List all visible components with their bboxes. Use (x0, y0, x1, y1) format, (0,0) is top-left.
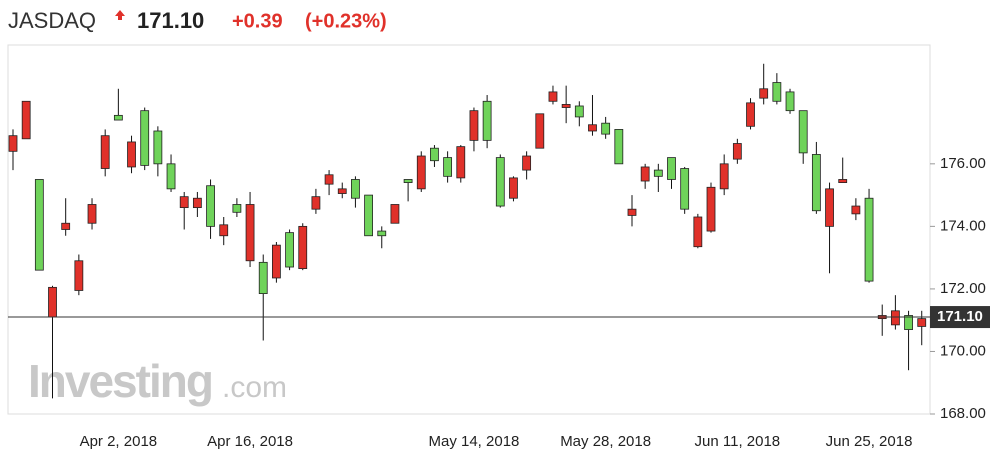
candle-body (588, 124, 597, 132)
candle-body (390, 204, 400, 224)
candle-body (258, 261, 268, 295)
candle-body (285, 232, 294, 268)
watermark: .com (222, 371, 287, 404)
candle-body (680, 168, 690, 210)
candle-body (469, 110, 479, 141)
x-tick-label: Apr 16, 2018 (207, 433, 293, 450)
candle-body (456, 146, 466, 179)
current-price-label: 171.10 (937, 308, 983, 325)
candle-body (337, 188, 347, 194)
candle-body (548, 91, 558, 102)
candle-body (522, 155, 532, 171)
candle-body (864, 197, 874, 282)
x-tick-label: Apr 2, 2018 (80, 433, 158, 450)
candle-body (509, 177, 518, 199)
candle-body (561, 104, 571, 108)
candle-body (693, 216, 703, 248)
candle-body (772, 82, 782, 102)
watermark: Investing (28, 355, 212, 407)
candle-body (100, 135, 110, 169)
y-tick-label: 174.00 (940, 217, 986, 234)
y-tick-label: 170.00 (940, 342, 986, 359)
candle-body (838, 179, 848, 183)
x-tick-label: May 28, 2018 (560, 433, 651, 450)
y-tick-label: 168.00 (940, 405, 986, 422)
candle-body (8, 135, 18, 152)
candle-body (627, 208, 637, 216)
candle-body (271, 244, 281, 279)
candle-body (403, 179, 413, 183)
candle-body (48, 286, 57, 318)
candle-body (298, 225, 308, 269)
change: +0.39 (232, 10, 283, 32)
candle-body (482, 100, 492, 141)
candle-body (127, 141, 136, 168)
candle-body (601, 122, 611, 135)
candle-body (904, 315, 913, 330)
chart-title: JASDAQ (8, 8, 96, 33)
up-arrow (115, 10, 125, 20)
y-tick-label: 172.00 (940, 280, 986, 297)
candle-body (640, 166, 650, 182)
candle-body (535, 113, 545, 149)
candle-body (153, 130, 163, 165)
candle-body (653, 169, 663, 177)
candle-body (140, 110, 150, 166)
candle-body (719, 163, 729, 190)
candle-body (890, 310, 900, 326)
candle-body (364, 194, 373, 237)
x-tick-label: Jun 25, 2018 (826, 433, 913, 450)
candle-body (166, 163, 176, 190)
candle-body (87, 204, 97, 224)
x-tick-label: May 14, 2018 (428, 433, 519, 450)
candle-body (614, 129, 624, 165)
candle-body (495, 157, 505, 207)
plot-frame (7, 44, 931, 415)
candle-body (232, 204, 242, 213)
candle-body (825, 188, 834, 227)
candle-body (732, 143, 742, 160)
candle-body (206, 185, 215, 227)
candle-body (706, 186, 716, 232)
y-tick-label: 176.00 (940, 155, 986, 172)
candle-body (21, 100, 31, 140)
price: 171.10 (137, 8, 204, 33)
candle-body (34, 179, 44, 271)
candle-body (759, 88, 769, 99)
candle-body (443, 157, 453, 177)
candle-body (574, 105, 584, 118)
candle-body (917, 318, 927, 327)
candle-body (430, 147, 439, 162)
candle-body (811, 154, 821, 212)
candle-body (324, 174, 334, 185)
candle-body (851, 205, 861, 215)
candle-body (192, 197, 202, 209)
change-percent: (+0.23%) (305, 10, 387, 32)
candle-body (377, 230, 387, 237)
candle-body (245, 204, 255, 262)
candle-body (416, 155, 426, 190)
candle-body (746, 102, 755, 127)
candle-body (667, 157, 676, 180)
candle-body (61, 222, 71, 230)
current-price-box (930, 306, 990, 329)
candle-body (219, 224, 229, 237)
candle-body (179, 196, 189, 209)
x-tick-label: Jun 11, 2018 (695, 433, 781, 450)
candle-body (351, 179, 360, 199)
candle-body (113, 114, 123, 121)
candle-body (311, 196, 321, 210)
candle-body (74, 260, 84, 291)
candle-body (798, 110, 808, 154)
candle-body (785, 91, 795, 112)
